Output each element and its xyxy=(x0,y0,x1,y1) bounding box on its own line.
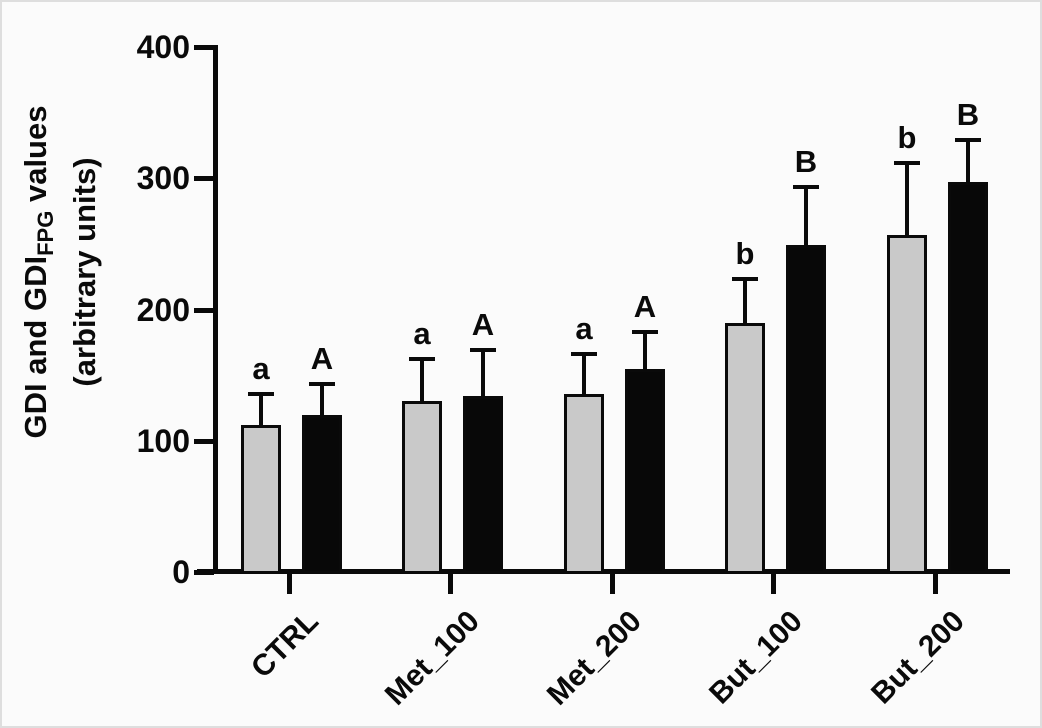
bar-GDI_FPG-Met_100 xyxy=(463,396,503,574)
x-tick-label: CTRL xyxy=(245,604,325,685)
error-bar-cap-GDI_FPG-CTRL xyxy=(309,382,335,387)
bar-GDI-But_200 xyxy=(887,234,927,574)
y-tick-mark xyxy=(194,176,214,182)
significance-letter-GDI-Met_200: a xyxy=(575,311,593,347)
bar-GDI-Met_200 xyxy=(564,393,604,574)
y-axis-title-main: GDI and GDI xyxy=(18,255,53,439)
significance-letter-GDI_FPG-Met_200: A xyxy=(633,288,657,324)
error-bar-cap-GDI_FPG-Met_100 xyxy=(470,348,496,353)
y-axis-title-rest: values xyxy=(18,105,53,211)
error-bar-stem-GDI_FPG-But_200 xyxy=(966,140,970,183)
y-tick-label: 200 xyxy=(136,291,190,328)
error-bar-cap-GDI_FPG-But_200 xyxy=(955,138,981,143)
x-tick-label: Met_200 xyxy=(540,604,648,712)
y-tick-label: 0 xyxy=(172,554,190,590)
x-tick-mark xyxy=(287,574,292,594)
significance-letter-GDI-CTRL: a xyxy=(252,350,270,386)
significance-letter-GDI_FPG-But_200: B xyxy=(956,97,980,133)
error-bar-cap-GDI_FPG-But_100 xyxy=(793,185,819,190)
y-tick-label: 300 xyxy=(136,160,190,197)
error-bar-stem-GDI-But_200 xyxy=(905,162,909,235)
x-tick-label: But_100 xyxy=(703,604,809,711)
error-bar-stem-GDI-CTRL xyxy=(259,393,263,425)
y-tick-mark xyxy=(194,570,214,575)
y-tick-mark xyxy=(194,438,214,444)
error-bar-stem-GDI_FPG-Met_200 xyxy=(643,331,647,369)
y-tick-mark xyxy=(194,307,214,313)
significance-letter-GDI-But_200: b xyxy=(897,119,917,155)
y-axis-title-subscript: FPG xyxy=(33,210,58,256)
y-tick-mark xyxy=(194,45,214,50)
y-tick-label: 100 xyxy=(136,422,190,459)
significance-letter-GDI-Met_100: a xyxy=(413,316,431,352)
error-bar-stem-GDI_FPG-Met_100 xyxy=(481,350,485,397)
error-bar-stem-GDI-Met_200 xyxy=(582,354,586,394)
x-tick-mark xyxy=(771,574,776,594)
error-bar-cap-GDI-CTRL xyxy=(248,391,274,396)
bar-GDI-But_100 xyxy=(725,322,765,574)
significance-letter-GDI_FPG-Met_100: A xyxy=(471,307,495,343)
x-tick-label: But_200 xyxy=(865,604,971,711)
x-tick-label: Met_100 xyxy=(378,604,486,712)
error-bar-cap-GDI_FPG-Met_200 xyxy=(632,329,658,334)
y-tick-label: 400 xyxy=(136,29,190,65)
bar-GDI-CTRL xyxy=(241,425,281,574)
bar-GDI_FPG-Met_200 xyxy=(625,368,665,574)
error-bar-stem-GDI-But_100 xyxy=(743,279,747,323)
bar-GDI_FPG-But_200 xyxy=(948,182,988,574)
error-bar-cap-GDI-Met_200 xyxy=(571,352,597,357)
bar-GDI_FPG-CTRL xyxy=(302,414,342,574)
x-tick-mark xyxy=(448,574,453,594)
significance-letter-GDI_FPG-CTRL: A xyxy=(310,341,334,377)
significance-letter-GDI-But_100: b xyxy=(735,236,755,272)
error-bar-stem-GDI_FPG-CTRL xyxy=(320,384,324,415)
x-tick-mark xyxy=(610,574,615,594)
error-bar-cap-GDI-Met_100 xyxy=(409,357,435,362)
y-axis-line xyxy=(213,45,218,574)
error-bar-cap-GDI-But_100 xyxy=(732,277,758,282)
error-bar-stem-GDI_FPG-But_100 xyxy=(804,187,808,246)
bar-GDI_FPG-But_100 xyxy=(786,245,826,574)
error-bar-cap-GDI-But_200 xyxy=(894,160,920,165)
x-tick-mark xyxy=(933,574,938,594)
error-bar-stem-GDI-Met_100 xyxy=(420,359,424,402)
bar-GDI-Met_100 xyxy=(402,401,442,574)
significance-letter-GDI_FPG-But_100: B xyxy=(794,144,818,180)
